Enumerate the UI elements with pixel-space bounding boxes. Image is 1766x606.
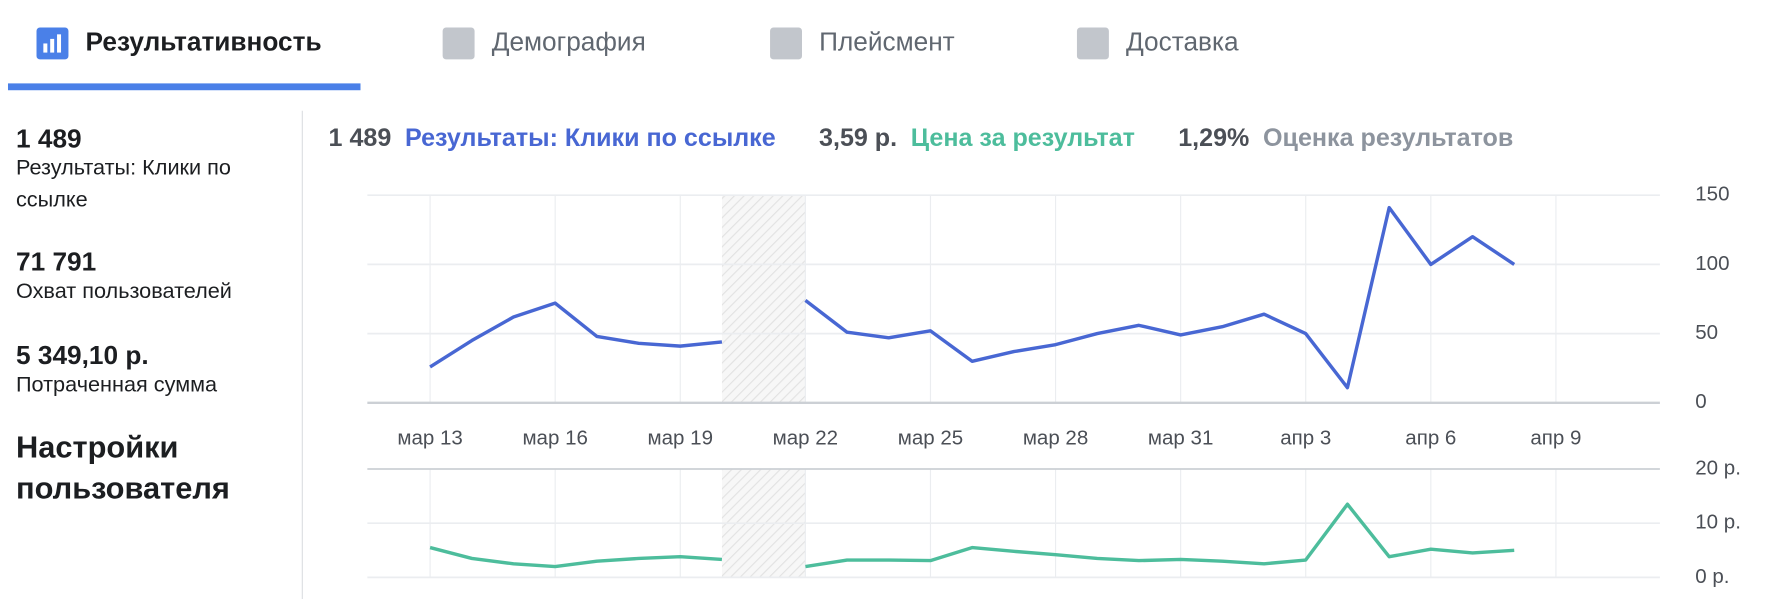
y-tick-label: 100 — [1695, 252, 1729, 275]
settings: Настройки пользователя — [15, 430, 230, 506]
data-line — [429, 502, 1515, 569]
tab[interactable]: Плейсмент — [770, 26, 955, 60]
tab[interactable]: Результативность — [7, 26, 361, 91]
tab[interactable]: Доставка — [1076, 26, 1239, 60]
summary-value: 71 791 — [15, 246, 97, 277]
x-tick-label: мар 28 — [1023, 427, 1088, 450]
metric-label: Результаты: Клики по ссылке — [405, 124, 776, 152]
y-tick-label: 10 р. — [1695, 511, 1741, 534]
tab[interactable]: Демография — [442, 26, 646, 60]
tab-icon — [442, 27, 475, 60]
no-data-region — [721, 195, 806, 403]
y-tick-label: 150 — [1695, 183, 1729, 206]
charts: мар 13 мар 16 мар 19 мар 22 мар 25 мар 28 мар … — [367, 183, 1741, 588]
summary-label: Охват пользователей — [15, 279, 232, 304]
icon-bar — [43, 43, 48, 53]
y-tick-label: 0 р. — [1695, 565, 1729, 588]
x-tick-label: апр 3 — [1280, 427, 1331, 450]
x-tick-label: апр 6 — [1405, 427, 1456, 450]
icon-bar — [57, 34, 62, 53]
tab-underline — [7, 83, 361, 91]
data-line — [429, 205, 1516, 390]
y-tick-label: 0 — [1695, 390, 1706, 413]
settings-title: Настройки пользователя — [15, 430, 230, 506]
x-tick-label: мар 31 — [1148, 427, 1213, 450]
y-tick-label: 20 р. — [1695, 456, 1741, 479]
tab-label: Доставка — [1126, 26, 1239, 56]
tab-icon — [1076, 27, 1109, 60]
x-tick-label: апр 9 — [1530, 427, 1581, 450]
tab-label: Плейсмент — [819, 26, 955, 56]
tab-bar: Результативность Демография Плейсмент Доста… — [7, 26, 1239, 91]
summary-label: Потраченная сумма — [15, 373, 218, 398]
summary-label: Результаты: Клики по ссылке — [15, 156, 231, 213]
icon-bar — [50, 38, 55, 53]
summary-value: 5 349,10 р. — [15, 340, 149, 370]
tab-icon — [770, 27, 803, 60]
tab-label: Результативность — [86, 26, 322, 56]
y-tick-label: 50 — [1695, 321, 1718, 344]
metric-value: 1,29% — [1178, 124, 1249, 152]
summary-item: 5 349,10 р. Потраченная сумма — [15, 340, 218, 398]
metric-value: 3,59 р. — [819, 124, 897, 152]
x-tick-label: мар 22 — [773, 427, 838, 450]
metrics-header: 1 489 Результаты: Клики по ссылке 3,59 р. Ц… — [329, 124, 1514, 152]
tab-label: Демография — [492, 26, 646, 56]
metric-label: Оценка результатов — [1263, 124, 1513, 152]
x-tick-label: мар 13 — [397, 427, 462, 450]
x-tick-label: мар 25 — [898, 427, 963, 450]
summary-value: 1 489 — [15, 123, 82, 153]
metric-label: Цена за результат — [911, 124, 1135, 152]
x-tick-label: мар 16 — [522, 427, 587, 450]
metric-value: 1 489 — [329, 124, 392, 152]
x-tick-label: мар 19 — [648, 427, 713, 450]
